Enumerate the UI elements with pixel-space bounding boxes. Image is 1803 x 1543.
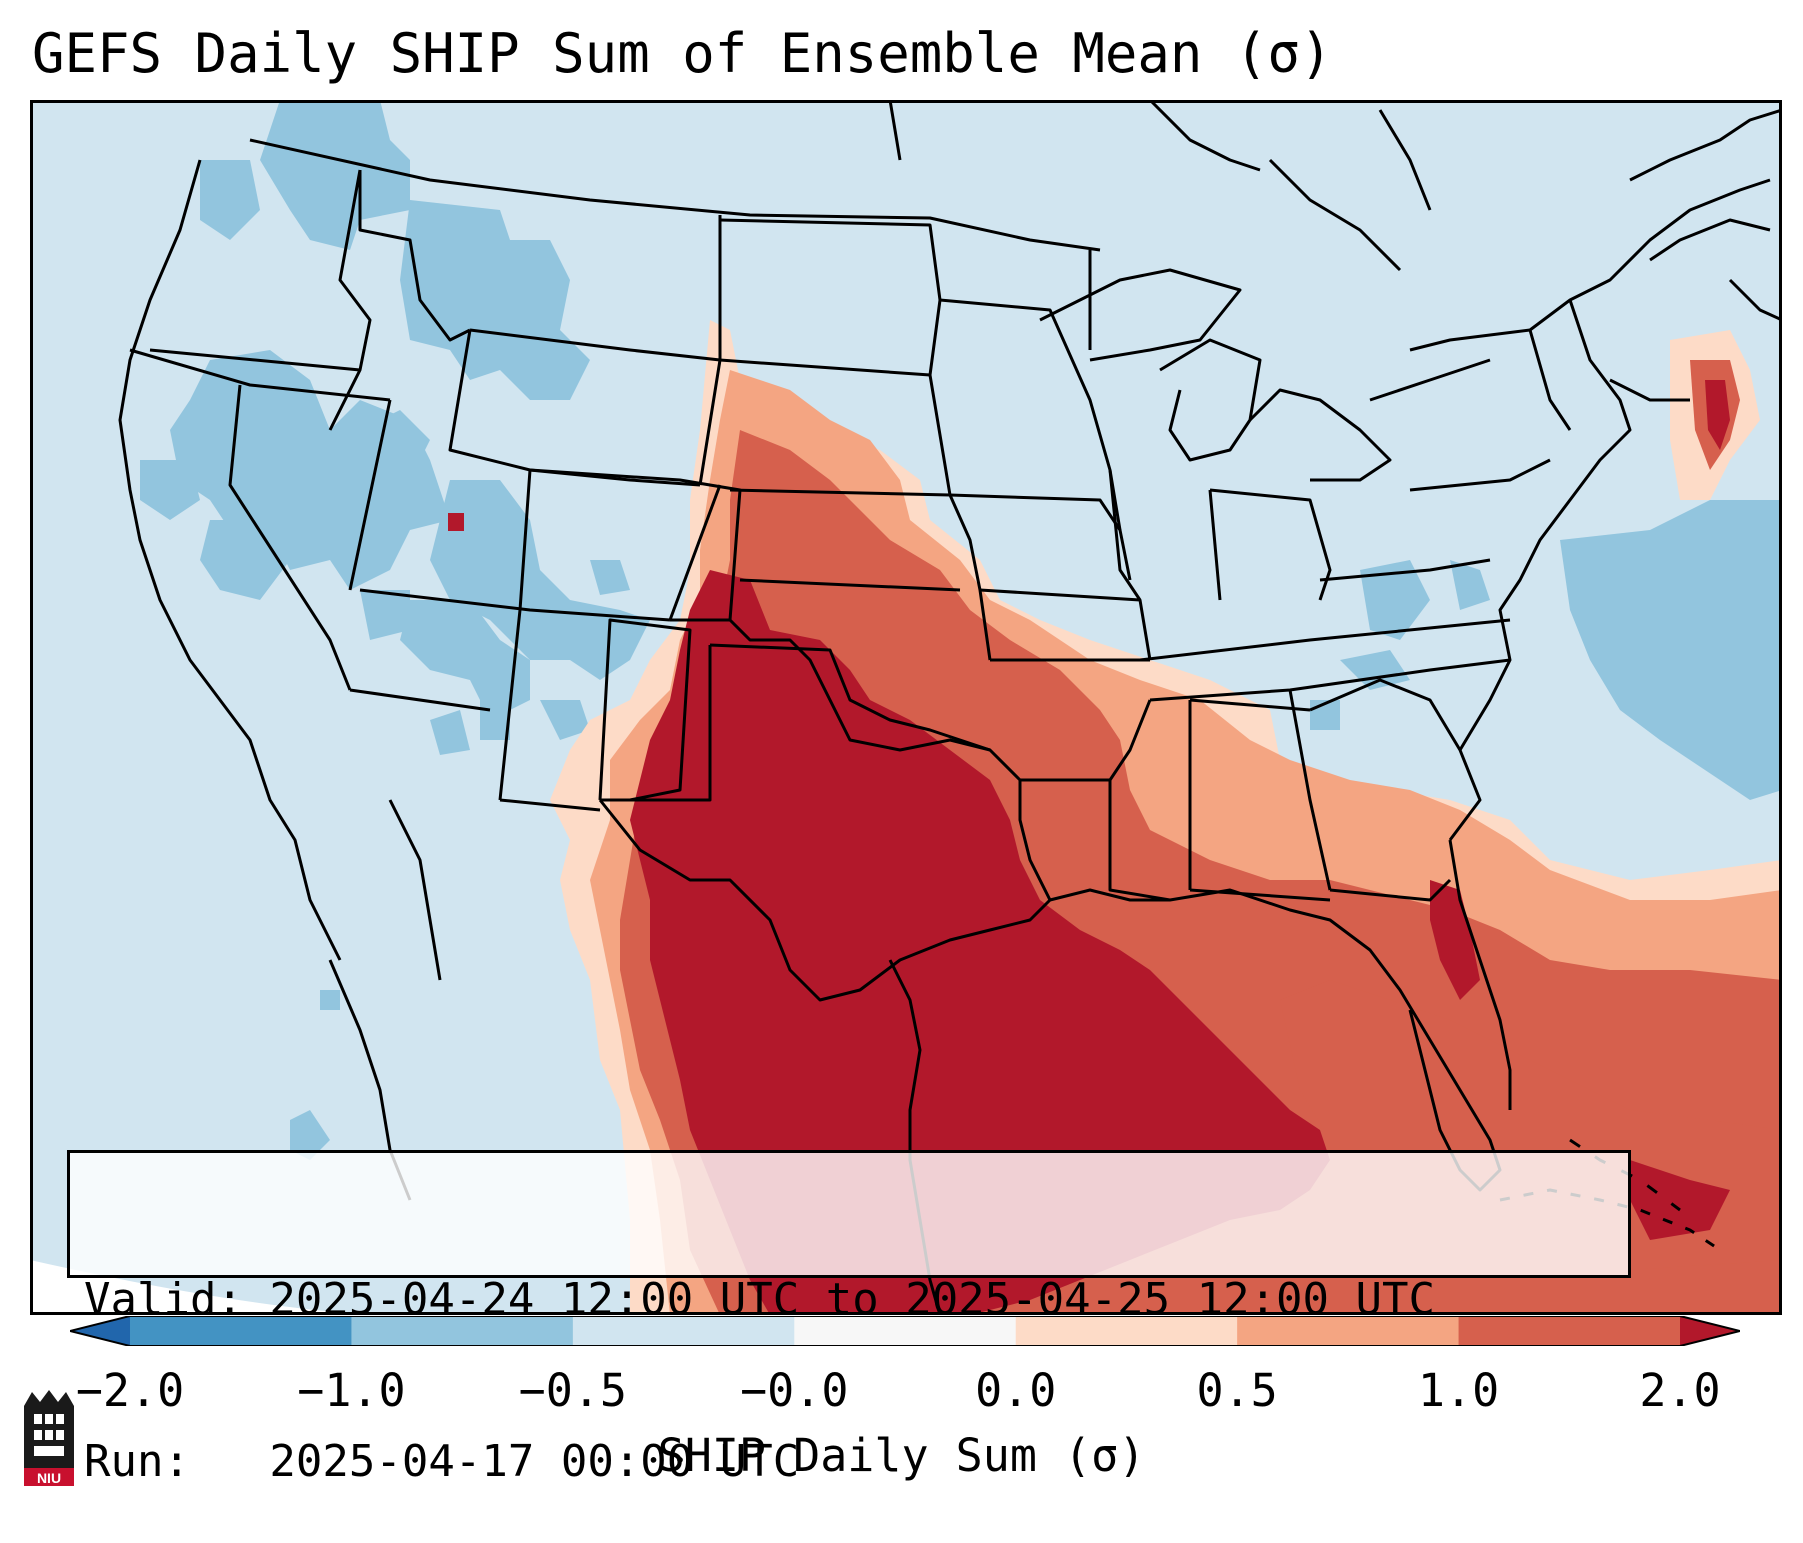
run-time-text: Run: 2025-04-17 00:00 UTC <box>84 1436 800 1487</box>
chart-title: GEFS Daily SHIP Sum of Ensemble Mean (σ) <box>32 22 1333 85</box>
colorbar-bin <box>1680 1316 1740 1346</box>
colorbar-bin <box>1237 1316 1460 1346</box>
colorbar-tick-label: −2.0 <box>75 1364 185 1417</box>
colorbar-bin <box>794 1316 1017 1346</box>
colorbar-tick-label: −0.0 <box>740 1364 849 1417</box>
positive-anomaly-utah <box>448 513 464 531</box>
colorbar-bin <box>70 1316 130 1346</box>
colorbar-bin <box>572 1316 795 1346</box>
positive-anomaly-field-caribbean <box>1630 1160 1730 1240</box>
colorbar-bin <box>130 1316 352 1346</box>
colorbar-tick-label: 1.0 <box>1417 1364 1500 1417</box>
map-frame <box>30 100 1782 1315</box>
colorbar-label: SHIP Daily Sum (σ) <box>657 1429 1146 1482</box>
positive-anomaly-field-florida <box>1430 880 1480 1000</box>
colorbar-bin <box>1015 1316 1238 1346</box>
colorbar-tick-label: 0.5 <box>1196 1364 1278 1417</box>
negative-anomaly-field <box>140 100 1782 1210</box>
positive-anomaly-field-northeast-max <box>1705 380 1730 450</box>
colorbar-tick-label: 2.0 <box>1639 1364 1721 1417</box>
colorbar-tick-labels: −2.0 −1.0 −0.5 −0.0 0.0 0.5 1.0 2.0 <box>0 1365 1803 1421</box>
valid-time-box: Valid: 2025-04-24 12:00 UTC to 2025-04-2… <box>67 1150 1631 1487</box>
colorbar <box>70 1316 1740 1346</box>
state-borders <box>118 100 1782 1315</box>
logo-text: NIU <box>37 1470 61 1486</box>
colorbar-tick-label: −0.5 <box>518 1364 628 1417</box>
domain-edge-left <box>30 1260 370 1315</box>
colorbar-bin <box>1458 1316 1681 1346</box>
colorbar-tick-label: −1.0 <box>297 1364 406 1417</box>
colorbar-tick-label: 0.0 <box>975 1364 1057 1417</box>
map-panel <box>30 100 1782 1315</box>
positive-anomaly-field-extreme <box>630 570 1330 1315</box>
colorbar-bin <box>351 1316 574 1346</box>
niu-logo: NIU <box>20 1388 78 1488</box>
